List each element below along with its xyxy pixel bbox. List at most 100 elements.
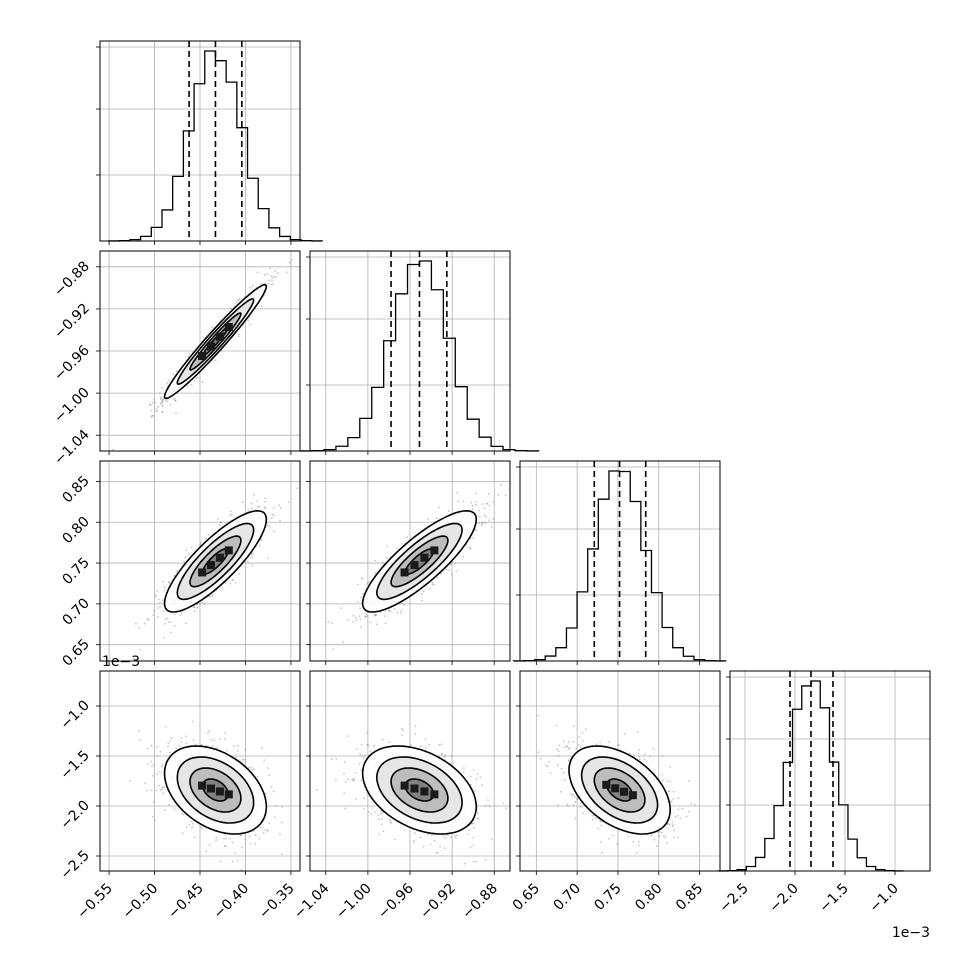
scatter-point bbox=[390, 821, 393, 824]
scatter-point bbox=[440, 753, 443, 756]
scatter-point bbox=[238, 333, 240, 336]
scatter-point bbox=[362, 807, 365, 810]
scatter-point bbox=[575, 747, 577, 750]
scatter-point bbox=[201, 381, 204, 384]
panel-frame bbox=[99, 460, 301, 662]
density-peak bbox=[420, 787, 429, 796]
scatter-point bbox=[616, 843, 618, 845]
scatter-point bbox=[427, 833, 430, 836]
scatter-point bbox=[264, 282, 266, 285]
scatter-point bbox=[479, 515, 481, 518]
scatter-point bbox=[193, 379, 196, 382]
scatter-point bbox=[152, 414, 155, 417]
scatter-point bbox=[360, 596, 363, 599]
scatter-point bbox=[379, 611, 382, 614]
density-peak bbox=[215, 332, 224, 341]
scatter-point bbox=[164, 725, 167, 728]
scatter-point bbox=[203, 602, 206, 605]
scatter-point bbox=[273, 514, 275, 517]
scatter-point bbox=[475, 778, 478, 781]
scatter-point bbox=[154, 401, 157, 404]
scatter-point bbox=[155, 789, 158, 792]
scatter-point bbox=[199, 544, 201, 546]
scatter-point bbox=[239, 834, 242, 837]
scatter-point bbox=[161, 786, 164, 789]
scatter-point bbox=[261, 746, 263, 749]
scatter-point bbox=[249, 842, 252, 845]
scatter-point bbox=[163, 586, 166, 589]
scatter-point bbox=[296, 487, 298, 489]
scatter-point bbox=[224, 731, 226, 734]
scatter-point bbox=[221, 587, 224, 590]
scatter-point bbox=[168, 379, 171, 382]
scatter-point bbox=[488, 519, 491, 521]
scatter-point bbox=[278, 504, 280, 507]
scatter-point bbox=[279, 507, 282, 509]
scatter-point bbox=[175, 747, 178, 750]
scatter-point bbox=[161, 387, 163, 389]
scatter-point bbox=[288, 261, 291, 264]
scatter-point bbox=[185, 742, 188, 745]
scatter-point bbox=[567, 759, 570, 762]
scatter-point bbox=[150, 789, 153, 791]
scatter-point bbox=[280, 853, 283, 856]
scatter-point bbox=[366, 743, 368, 746]
scatter-point bbox=[152, 614, 155, 617]
scatter-point bbox=[147, 618, 150, 621]
scatter-point bbox=[150, 415, 153, 418]
scatter-point bbox=[672, 790, 675, 793]
scatter-point bbox=[378, 833, 381, 836]
scatter-point bbox=[281, 806, 283, 808]
scatter-point bbox=[256, 500, 259, 503]
scatter-point bbox=[388, 609, 390, 612]
scatter-point bbox=[162, 398, 164, 401]
scatter-point bbox=[250, 502, 253, 505]
scatter-point bbox=[373, 614, 376, 617]
scatter-point bbox=[150, 760, 153, 763]
scatter-point bbox=[270, 785, 273, 788]
scatter-point bbox=[173, 625, 176, 627]
hist-panel-1 bbox=[299, 250, 540, 455]
scatter-point bbox=[230, 513, 233, 516]
scatter-point bbox=[360, 755, 363, 757]
scatter-point bbox=[158, 784, 161, 787]
scatter-point bbox=[224, 738, 226, 740]
scatter-point bbox=[193, 606, 195, 609]
scatter-point bbox=[184, 735, 187, 738]
scatter-point bbox=[435, 852, 438, 854]
scatter-point bbox=[359, 753, 361, 756]
scatter-point bbox=[183, 560, 186, 563]
scatter-point bbox=[364, 754, 366, 756]
scatter-point bbox=[490, 525, 493, 528]
scatter-panel-2-1 bbox=[306, 460, 511, 665]
scatter-point bbox=[147, 763, 149, 766]
scatter-point bbox=[161, 399, 164, 402]
scatter-point bbox=[331, 758, 333, 761]
scatter-point bbox=[237, 299, 240, 302]
scatter-point bbox=[607, 741, 610, 744]
scatter-point bbox=[343, 772, 345, 775]
density-peak bbox=[420, 553, 429, 562]
scatter-point bbox=[343, 761, 346, 763]
scatter-point bbox=[273, 275, 276, 278]
scatter-point bbox=[156, 616, 159, 618]
scatter-point bbox=[431, 583, 434, 586]
scatter-point bbox=[260, 282, 263, 285]
scatter-point bbox=[234, 852, 237, 854]
scatter-point bbox=[471, 508, 474, 511]
scatter-point bbox=[285, 271, 288, 274]
scatter-point bbox=[356, 748, 358, 750]
scatter-point bbox=[457, 500, 459, 503]
hist-panel-0 bbox=[96, 40, 324, 245]
density-peak bbox=[215, 553, 224, 562]
scatter-point bbox=[225, 837, 228, 839]
scatter-point bbox=[161, 411, 164, 414]
scatter-point bbox=[197, 376, 199, 379]
scatter-point bbox=[254, 834, 257, 836]
scatter-point bbox=[159, 605, 161, 608]
scatter-point bbox=[219, 860, 222, 863]
scatter-point bbox=[268, 774, 271, 777]
scatter-point bbox=[659, 831, 661, 833]
scatter-point bbox=[672, 797, 675, 800]
